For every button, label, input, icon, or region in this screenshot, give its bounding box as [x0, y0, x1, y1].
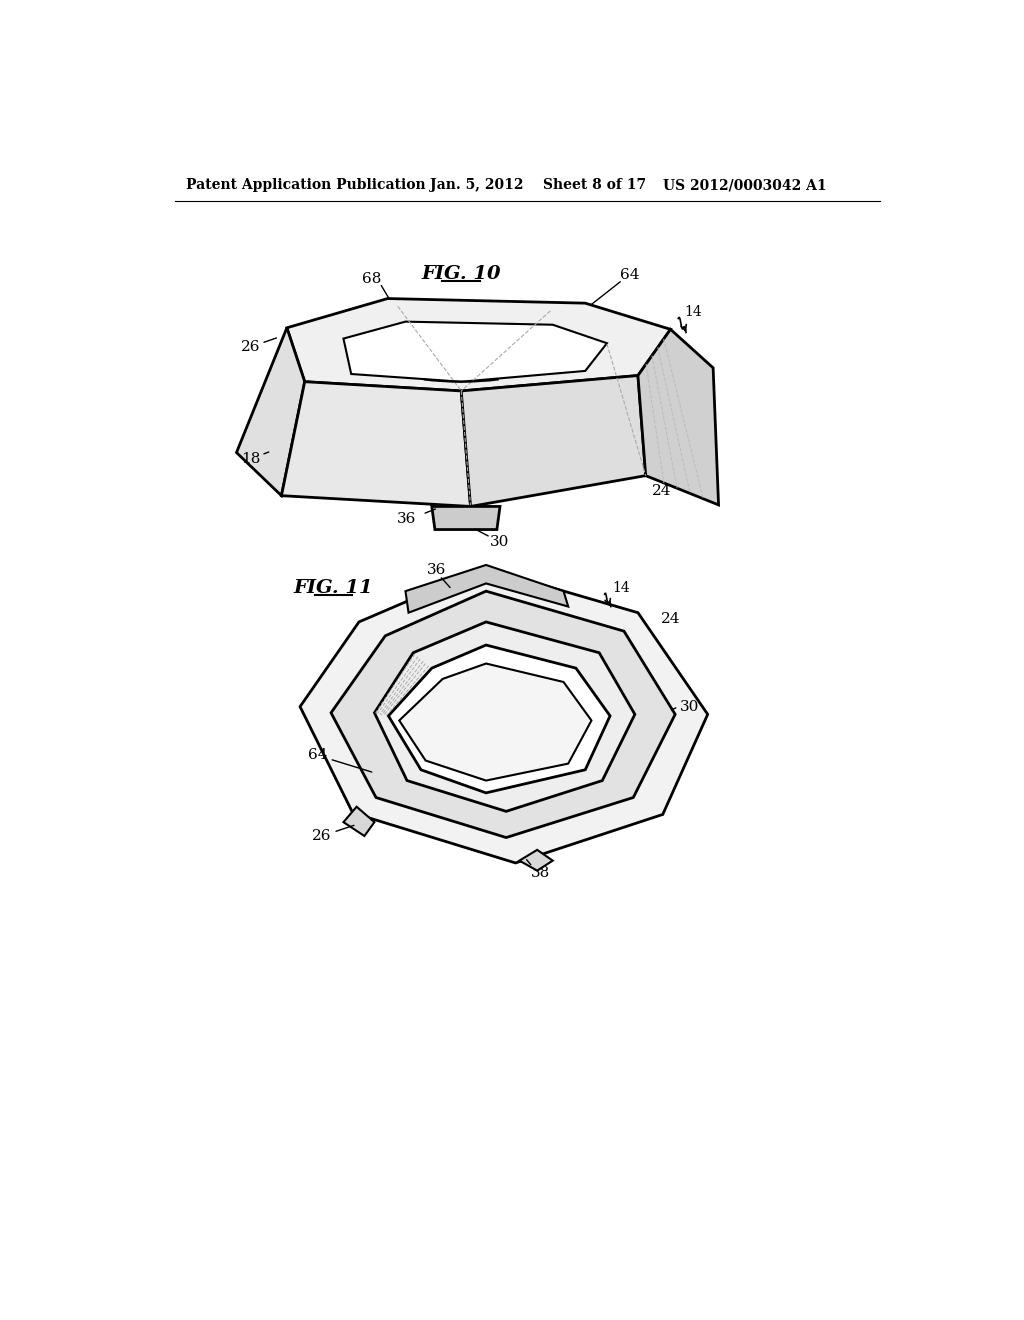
Polygon shape: [519, 850, 553, 871]
Text: 36: 36: [397, 512, 417, 525]
Text: Patent Application Publication: Patent Application Publication: [186, 178, 426, 193]
Polygon shape: [375, 622, 635, 812]
Text: 24: 24: [651, 484, 671, 498]
Text: FIG. 11: FIG. 11: [294, 579, 373, 597]
Polygon shape: [300, 568, 708, 863]
Text: 14: 14: [612, 581, 630, 595]
Text: 68: 68: [362, 272, 382, 285]
Text: 36: 36: [427, 564, 446, 577]
Text: 26: 26: [241, 341, 260, 354]
Text: 64: 64: [308, 748, 328, 762]
Polygon shape: [282, 381, 471, 507]
Text: 26: 26: [312, 829, 332, 843]
Text: 30: 30: [490, 535, 510, 549]
Polygon shape: [287, 298, 671, 391]
Polygon shape: [331, 591, 675, 838]
Polygon shape: [432, 507, 500, 529]
Polygon shape: [343, 807, 375, 836]
Text: 18: 18: [241, 451, 260, 466]
Text: 14: 14: [684, 305, 702, 319]
Text: Jan. 5, 2012: Jan. 5, 2012: [430, 178, 523, 193]
Text: 30: 30: [680, 700, 699, 714]
Polygon shape: [343, 322, 607, 381]
Text: FIG. 10: FIG. 10: [422, 265, 501, 282]
Polygon shape: [237, 327, 305, 496]
Text: US 2012/0003042 A1: US 2012/0003042 A1: [663, 178, 826, 193]
Polygon shape: [399, 664, 592, 780]
Polygon shape: [461, 376, 646, 507]
Text: 38: 38: [530, 866, 550, 880]
Polygon shape: [406, 565, 568, 612]
Text: Sheet 8 of 17: Sheet 8 of 17: [543, 178, 646, 193]
Text: 64: 64: [621, 268, 640, 282]
Polygon shape: [388, 645, 610, 793]
Text: 24: 24: [660, 612, 680, 626]
Polygon shape: [638, 330, 719, 506]
